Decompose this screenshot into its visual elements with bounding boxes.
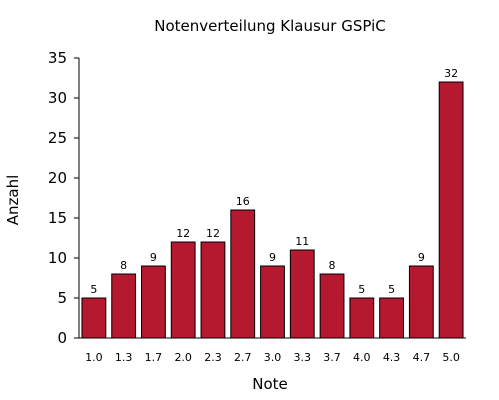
bar (111, 273, 137, 339)
data-label: 11 (295, 235, 309, 248)
bar (230, 209, 256, 339)
data-label: 8 (120, 259, 127, 272)
x-tick-label: 1.0 (85, 351, 103, 364)
x-tick-label: 3.7 (323, 351, 341, 364)
data-label: 9 (418, 251, 425, 264)
data-label: 12 (176, 227, 190, 240)
x-tick-labels: 1.0 1.3 1.7 2.0 2.3 2.7 3.0 3.3 3.7 4.0 4.3 4.7 5.0 (85, 351, 460, 364)
y-tick-label: 30 (48, 89, 67, 107)
x-tick-label: 4.3 (383, 351, 401, 364)
bar (170, 241, 196, 339)
y-axis-label: Anzahl (4, 175, 22, 226)
chart-title: Notenverteilung Klausur GSPiC (154, 17, 386, 35)
x-tick-label: 4.7 (413, 351, 431, 364)
y-tick-label: 25 (48, 129, 67, 147)
data-label: 9 (150, 251, 157, 264)
data-label: 5 (388, 283, 395, 296)
bar (379, 297, 404, 339)
y-tick-label: 10 (48, 249, 67, 267)
x-tick-label: 1.3 (115, 351, 133, 364)
bar (200, 241, 226, 339)
bar (349, 297, 375, 339)
y-tick-label: 35 (48, 49, 67, 67)
data-label: 12 (206, 227, 220, 240)
data-label: 5 (358, 283, 365, 296)
data-label: 5 (90, 283, 97, 296)
bar (81, 297, 107, 339)
bar (438, 81, 464, 339)
x-tick-label: 2.0 (174, 351, 192, 364)
data-label: 9 (269, 251, 276, 264)
data-label: 8 (329, 259, 336, 272)
x-tick-label: 2.3 (204, 351, 222, 364)
x-tick-label: 5.0 (442, 351, 460, 364)
x-tick-label: 2.7 (234, 351, 252, 364)
bar (408, 265, 434, 339)
x-tick-label: 1.7 (145, 351, 163, 364)
data-label: 16 (236, 195, 250, 208)
bars: 5 8 9 12 12 16 9 11 8 5 5 9 32 (81, 67, 464, 339)
y-tick-label: 15 (48, 209, 67, 227)
bar (289, 249, 315, 339)
x-tick-label: 3.3 (294, 351, 312, 364)
bar (260, 265, 285, 339)
x-tick-label: 4.0 (353, 351, 371, 364)
data-label: 32 (444, 67, 458, 80)
y-tick-label: 0 (57, 329, 67, 347)
x-tick-label: 3.0 (264, 351, 282, 364)
bar (319, 273, 345, 339)
y-tick-label: 5 (57, 289, 67, 307)
x-axis-label: Note (252, 375, 288, 393)
y-axis: 0 5 10 15 20 25 30 35 (48, 49, 80, 347)
y-tick-label: 20 (48, 169, 67, 187)
bar (141, 265, 166, 339)
